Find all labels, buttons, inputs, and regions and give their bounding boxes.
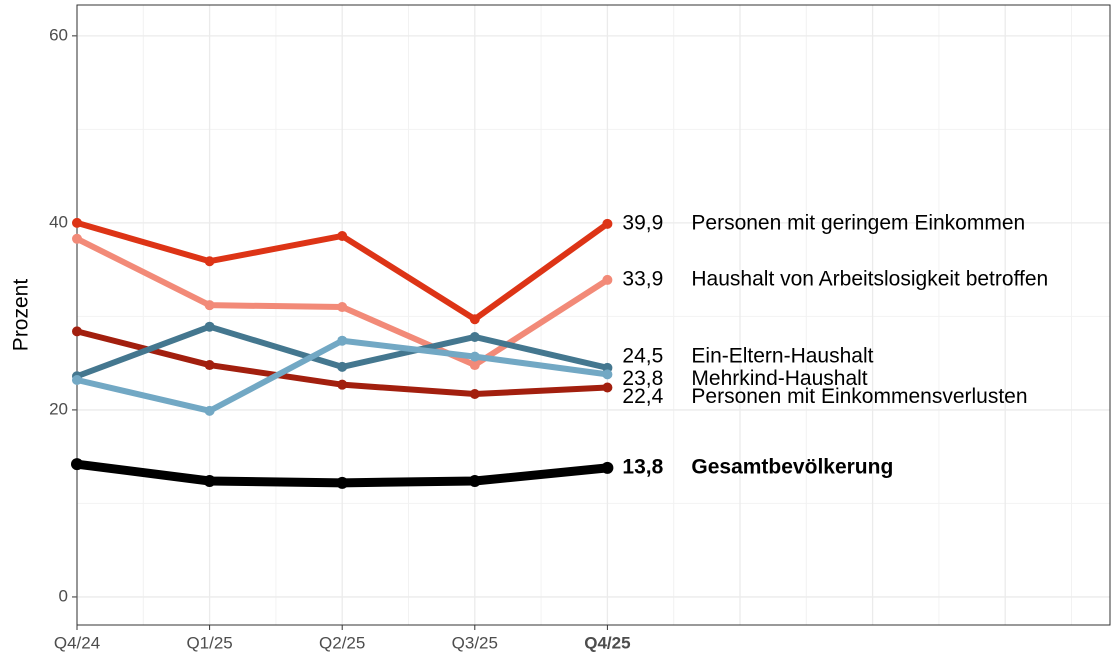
point <box>336 476 349 489</box>
series: 24,5 Ein-Eltern-Haushalt <box>72 321 874 382</box>
point <box>601 461 614 474</box>
point <box>204 300 215 311</box>
point <box>602 369 613 380</box>
value-label: 39,9 <box>622 211 663 234</box>
y-tick-label: 60 <box>49 25 68 44</box>
plot-border <box>76 4 1111 626</box>
value-label: 24,5 <box>622 344 663 367</box>
point <box>72 217 82 228</box>
point <box>72 374 82 385</box>
x-tick-label: Q4/24 <box>54 633 100 652</box>
point <box>469 314 480 325</box>
point <box>469 331 480 342</box>
point <box>204 321 215 332</box>
series-label: Personen mit geringem Einkommen <box>691 211 1025 234</box>
value-label: 22,4 <box>622 385 663 408</box>
x-tick-label: Q1/25 <box>186 633 232 652</box>
value-label: 23,8 <box>622 367 663 390</box>
series: 39,9 Personen mit geringem Einkommen <box>72 211 1025 325</box>
point <box>602 218 613 229</box>
series: 23,8 Mehrkind-Haushalt <box>72 335 868 416</box>
point <box>203 474 216 487</box>
point <box>204 360 215 371</box>
point <box>71 458 83 471</box>
x-tick-label: Q2/25 <box>319 633 365 652</box>
y-tick-label: 40 <box>49 212 68 231</box>
point <box>469 351 480 362</box>
y-axis-label: Prozent <box>10 279 33 352</box>
point <box>469 389 480 400</box>
point <box>469 360 480 371</box>
point <box>204 256 215 267</box>
series-label: Ein-Eltern-Haushalt <box>691 344 873 367</box>
series-label: Personen mit Einkommensverlusten <box>691 385 1027 408</box>
point <box>337 379 348 390</box>
series: 33,9 Haushalt von Arbeitslosigkeit betrof… <box>72 233 1048 371</box>
point <box>602 274 613 285</box>
point <box>337 302 348 313</box>
value-label: 33,9 <box>622 267 663 290</box>
point <box>337 230 348 241</box>
y-tick-label: 0 <box>59 586 68 605</box>
point <box>337 335 348 346</box>
point <box>468 474 481 487</box>
point <box>72 326 82 337</box>
y-tick-label: 20 <box>49 399 68 418</box>
point <box>337 361 348 372</box>
value-label: 13,8 <box>622 455 663 478</box>
point <box>602 382 613 393</box>
x-tick-label: Q4/25 <box>584 633 630 652</box>
series: 13,8 Gesamtbevölkerung <box>71 455 893 489</box>
point <box>72 233 82 244</box>
x-tick-label: Q3/25 <box>452 633 498 652</box>
series-label: Mehrkind-Haushalt <box>691 367 867 390</box>
series: 22,4 Personen mit Einkommensverlusten <box>72 326 1028 408</box>
series-label: Gesamtbevölkerung <box>691 455 893 478</box>
series-label: Haushalt von Arbeitslosigkeit betroffen <box>691 267 1048 290</box>
point <box>204 405 215 416</box>
